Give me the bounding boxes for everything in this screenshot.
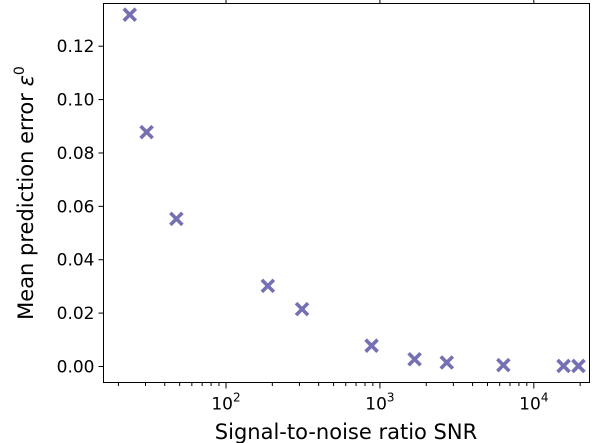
data-point <box>571 358 586 374</box>
y-tick-label: 0.04 <box>57 251 95 271</box>
data-points <box>122 7 586 374</box>
data-point <box>139 124 154 140</box>
y-tick-label: 0.08 <box>57 144 95 164</box>
data-point-stroke <box>439 355 455 370</box>
x-axis-label: Signal-to-noise ratio SNR <box>215 420 477 443</box>
y-tick-label: 0.10 <box>57 91 95 111</box>
axis-ticks: 0.00 0.02 0.04 0.06 0.08 0.10 0.12 102 103 104 <box>57 0 581 415</box>
data-point-stroke <box>169 211 184 227</box>
data-point <box>407 352 422 367</box>
data-point-stroke <box>496 357 511 373</box>
data-point-stroke <box>571 358 586 374</box>
data-point <box>294 301 310 317</box>
data-point-stroke <box>407 352 422 367</box>
y-tick-label: 0.06 <box>57 197 95 217</box>
x-tick-label: 104 <box>519 391 548 415</box>
plot-frame <box>103 3 590 383</box>
data-point-stroke <box>294 301 310 317</box>
data-point <box>439 355 455 370</box>
y-axis-label: Mean prediction error ε0 <box>12 66 38 320</box>
data-point <box>169 211 184 227</box>
data-point <box>260 278 276 294</box>
data-point <box>122 7 138 22</box>
y-axis-label-symbol: ε <box>14 75 38 86</box>
y-axis-label-superscript: 0 <box>12 66 28 75</box>
x-tick-label: 102 <box>211 391 240 415</box>
data-point-stroke <box>556 358 571 374</box>
y-tick-label: 0.12 <box>57 37 95 57</box>
y-tick-label: 0.00 <box>57 357 95 377</box>
data-point-stroke <box>260 278 276 294</box>
y-axis-label-group: Mean prediction error ε0 <box>12 66 38 320</box>
data-point-stroke <box>364 338 379 353</box>
x-tick-label: 103 <box>365 391 394 415</box>
data-point <box>496 357 511 373</box>
y-tick-label: 0.02 <box>57 304 95 324</box>
data-point-stroke <box>139 124 154 140</box>
data-point-stroke <box>122 7 138 22</box>
y-axis-label-text: Mean prediction error <box>14 93 38 320</box>
data-point <box>364 338 379 353</box>
data-point <box>556 358 571 374</box>
